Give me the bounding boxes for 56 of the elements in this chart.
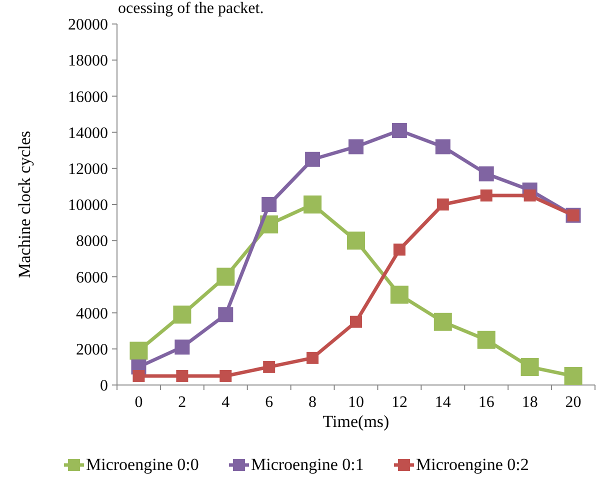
point — [262, 197, 277, 212]
x-tick-label: 2 — [178, 394, 186, 411]
y-tick-label: 14000 — [68, 124, 108, 142]
point — [520, 358, 539, 376]
point — [350, 316, 362, 328]
point — [393, 244, 406, 256]
y-tick-label: 12000 — [68, 161, 108, 178]
point — [216, 268, 235, 286]
point — [218, 307, 234, 322]
point — [174, 340, 190, 355]
point — [564, 366, 582, 385]
x-tick-label: 14 — [434, 394, 451, 411]
y-tick-label: 20000 — [68, 16, 108, 34]
y-tick-label: 6000 — [76, 269, 108, 286]
point — [132, 370, 145, 382]
x-tick-label: 10 — [348, 394, 364, 411]
point — [220, 370, 232, 382]
point — [434, 312, 452, 331]
point — [304, 196, 322, 214]
legend-label: Microengine 0:2 — [416, 455, 529, 474]
point — [347, 232, 365, 250]
point — [477, 330, 496, 349]
legend-label: Microengine 0:1 — [251, 455, 364, 474]
x-tick-label: 0 — [134, 394, 143, 411]
x-tick-label: 8 — [308, 394, 317, 411]
point — [478, 166, 494, 182]
point — [306, 352, 319, 364]
y-tick-label: 10000 — [68, 197, 108, 214]
y-tick-label: 16000 — [68, 88, 108, 106]
y-tick-label: 18000 — [68, 52, 108, 70]
y-tick-label: 0 — [100, 378, 108, 395]
point — [435, 139, 450, 154]
x-tick-label: 4 — [222, 394, 230, 411]
x-tick-label: 16 — [478, 394, 494, 411]
x-tick-label: 20 — [565, 394, 582, 411]
point — [480, 189, 492, 202]
x-tick-label: 12 — [391, 394, 408, 411]
x-axis-title: Time(ms) — [322, 412, 390, 431]
point — [524, 189, 536, 202]
y-tick-label: 2000 — [76, 342, 108, 358]
point — [305, 152, 320, 167]
x-tick-label: 18 — [522, 394, 538, 411]
text: ocessing of the packet. — [118, 0, 264, 17]
legend-label: Microengine 0:0 — [86, 455, 199, 474]
point — [436, 198, 449, 210]
point — [173, 306, 192, 324]
y-tick-label: 4000 — [76, 305, 108, 322]
y-axis-title: Machine clock cycles — [15, 130, 34, 278]
point — [390, 286, 408, 304]
point — [392, 122, 407, 138]
x-tick-label: 6 — [265, 394, 274, 411]
point — [348, 139, 364, 154]
y-tick-label: 8000 — [76, 233, 108, 250]
point — [176, 370, 188, 382]
point — [130, 342, 148, 360]
point — [263, 360, 276, 373]
